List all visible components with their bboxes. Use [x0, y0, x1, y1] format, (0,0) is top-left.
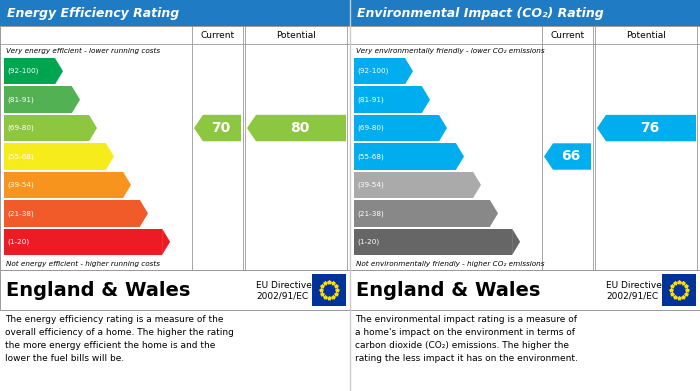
Text: (81-91): (81-91) — [357, 97, 384, 103]
Text: 70: 70 — [211, 121, 230, 135]
Bar — [354, 229, 512, 255]
Text: (55-68): (55-68) — [7, 153, 34, 160]
Text: A: A — [414, 62, 427, 80]
Text: 80: 80 — [290, 121, 309, 135]
Text: (69-80): (69-80) — [7, 125, 34, 131]
Text: Energy Efficiency Rating: Energy Efficiency Rating — [7, 7, 179, 20]
Polygon shape — [247, 115, 346, 141]
Bar — [0, 26, 350, 270]
Text: The energy efficiency rating is a measure of the
overall efficiency of a home. T: The energy efficiency rating is a measur… — [5, 315, 234, 362]
Text: (81-91): (81-91) — [7, 97, 34, 103]
Text: (21-38): (21-38) — [7, 210, 34, 217]
Bar — [354, 115, 439, 141]
Bar — [662, 274, 696, 306]
Polygon shape — [55, 58, 63, 84]
Polygon shape — [490, 200, 498, 226]
Polygon shape — [106, 143, 114, 170]
Polygon shape — [597, 115, 696, 141]
Bar — [0, 270, 350, 310]
Text: F: F — [149, 204, 160, 222]
Text: (92-100): (92-100) — [7, 68, 38, 74]
Text: (21-38): (21-38) — [357, 210, 384, 217]
Bar — [4, 115, 89, 141]
Text: Environmental Impact (CO₂) Rating: Environmental Impact (CO₂) Rating — [357, 7, 603, 20]
Text: Very environmentally friendly - lower CO₂ emissions: Very environmentally friendly - lower CO… — [356, 48, 545, 54]
Polygon shape — [72, 86, 80, 113]
Bar — [354, 58, 405, 84]
Bar — [350, 270, 700, 310]
Polygon shape — [473, 172, 481, 198]
Polygon shape — [89, 115, 97, 141]
Polygon shape — [512, 229, 520, 255]
Text: EU Directive
2002/91/EC: EU Directive 2002/91/EC — [606, 281, 662, 301]
Text: Not environmentally friendly - higher CO₂ emissions: Not environmentally friendly - higher CO… — [356, 260, 545, 267]
Text: Potential: Potential — [626, 30, 666, 39]
Text: E: E — [132, 176, 144, 194]
Bar — [354, 86, 422, 113]
Bar — [4, 172, 123, 198]
Text: Current: Current — [200, 30, 235, 39]
Bar — [354, 200, 490, 226]
Text: The environmental impact rating is a measure of
a home's impact on the environme: The environmental impact rating is a mea… — [355, 315, 578, 362]
Bar — [4, 229, 162, 255]
Text: F: F — [499, 204, 510, 222]
Polygon shape — [140, 200, 148, 226]
Text: England & Wales: England & Wales — [6, 282, 190, 301]
Text: 66: 66 — [561, 149, 580, 163]
Text: Not energy efficient - higher running costs: Not energy efficient - higher running co… — [6, 260, 160, 267]
Text: (55-68): (55-68) — [357, 153, 384, 160]
Bar — [350, 26, 700, 270]
Text: Current: Current — [550, 30, 584, 39]
Bar — [350, 0, 700, 26]
Text: A: A — [64, 62, 77, 80]
Text: G: G — [171, 233, 185, 251]
Text: (1-20): (1-20) — [7, 239, 29, 245]
Bar — [4, 143, 106, 170]
Bar — [354, 172, 473, 198]
Polygon shape — [123, 172, 131, 198]
Bar — [4, 86, 72, 113]
Text: D: D — [465, 147, 479, 165]
Polygon shape — [439, 115, 447, 141]
Text: (1-20): (1-20) — [357, 239, 379, 245]
Text: EU Directive
2002/91/EC: EU Directive 2002/91/EC — [256, 281, 312, 301]
Text: B: B — [431, 91, 444, 109]
Text: (39-54): (39-54) — [7, 182, 34, 188]
Text: Very energy efficient - lower running costs: Very energy efficient - lower running co… — [6, 48, 160, 54]
Polygon shape — [162, 229, 170, 255]
Text: C: C — [448, 119, 461, 137]
Text: C: C — [98, 119, 111, 137]
Text: (39-54): (39-54) — [357, 182, 384, 188]
Polygon shape — [405, 58, 413, 84]
Text: Potential: Potential — [276, 30, 316, 39]
Text: (92-100): (92-100) — [357, 68, 388, 74]
Polygon shape — [456, 143, 464, 170]
Polygon shape — [194, 115, 241, 141]
Polygon shape — [544, 143, 591, 170]
Text: 76: 76 — [640, 121, 659, 135]
Text: B: B — [81, 91, 94, 109]
Text: D: D — [115, 147, 129, 165]
Bar — [354, 143, 456, 170]
Bar — [0, 0, 350, 26]
Bar — [312, 274, 346, 306]
Polygon shape — [422, 86, 430, 113]
Text: G: G — [521, 233, 535, 251]
Text: England & Wales: England & Wales — [356, 282, 540, 301]
Bar — [4, 58, 55, 84]
Text: (69-80): (69-80) — [357, 125, 384, 131]
Bar — [4, 200, 140, 226]
Text: E: E — [482, 176, 493, 194]
